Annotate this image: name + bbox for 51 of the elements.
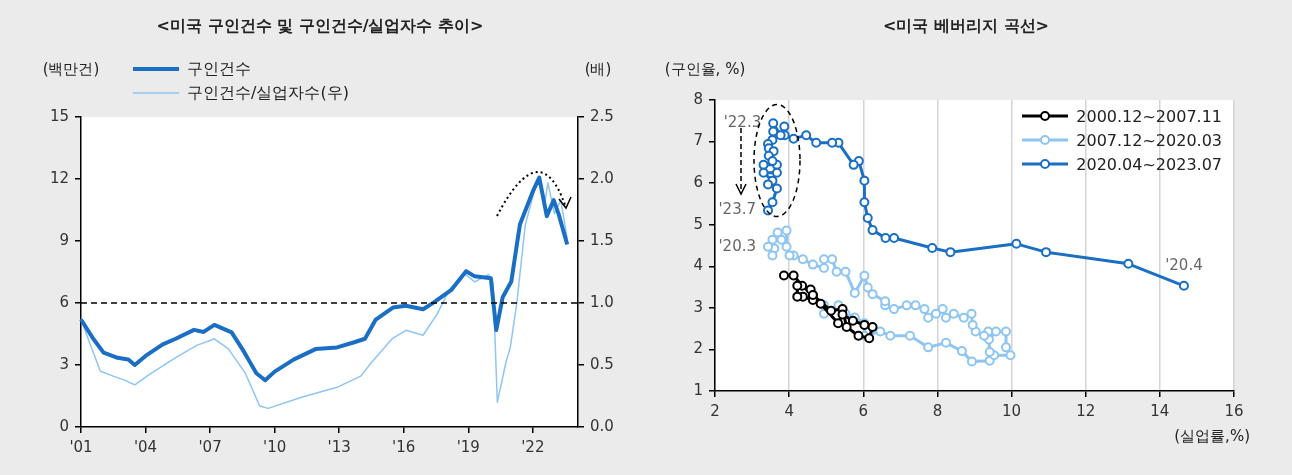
legend-label: 구인건수/실업자수(우) bbox=[187, 82, 349, 104]
chart-title: <미국 구인건수 및 구인건수/실업자수 추이> bbox=[155, 16, 485, 37]
annotation: '23.7 bbox=[718, 200, 757, 219]
x-tick-label: '19 bbox=[456, 437, 480, 456]
y-tick-label: 9 bbox=[59, 230, 69, 249]
y2-tick-label: 1.0 bbox=[590, 292, 614, 311]
y2-tick-label: 2.0 bbox=[590, 168, 614, 187]
y-tick-label: 3 bbox=[59, 354, 69, 373]
x-tick-label: '10 bbox=[263, 437, 287, 456]
y-tick-label: 2 bbox=[693, 339, 703, 358]
y2-tick-label: 2.5 bbox=[590, 106, 614, 125]
y-axis-title: (백만건) bbox=[41, 60, 101, 79]
legend-label: 2000.12~2007.11 bbox=[1076, 106, 1222, 126]
x-tick-label: 16 bbox=[1224, 401, 1244, 420]
y-tick-label: 4 bbox=[693, 256, 703, 275]
x-tick-label: 8 bbox=[932, 401, 943, 420]
annotation: '20.4 bbox=[1165, 256, 1203, 275]
annotation: '20.3 bbox=[718, 236, 757, 255]
y-tick-label: 5 bbox=[693, 214, 703, 233]
y-axis-title: (구인율, %) bbox=[663, 60, 747, 79]
x-tick-label: '22 bbox=[521, 437, 545, 456]
x-tick-label: 14 bbox=[1150, 401, 1170, 420]
y2-tick-label: 1.5 bbox=[590, 230, 614, 249]
legend-label: 2020.04~2023.07 bbox=[1076, 154, 1222, 174]
x-tick-label: '07 bbox=[198, 437, 222, 456]
legend-label: 2007.12~2020.03 bbox=[1076, 130, 1222, 150]
y2-axis-title: (배) bbox=[583, 60, 613, 79]
y-tick-label: 3 bbox=[693, 297, 703, 316]
x-axis-title: (실업률,%) bbox=[1174, 427, 1250, 446]
annotation: '22.3 bbox=[723, 113, 762, 132]
y-tick-label: 12 bbox=[49, 168, 69, 187]
y2-tick-label: 0.0 bbox=[590, 416, 614, 435]
x-tick-label: 10 bbox=[1002, 401, 1022, 420]
y-tick-label: 6 bbox=[59, 292, 69, 311]
y-tick-label: 6 bbox=[693, 173, 703, 192]
y-tick-label: 15 bbox=[49, 106, 69, 125]
y-tick-label: 0 bbox=[59, 416, 69, 435]
chart-title: <미국 베버리지 곡선> bbox=[882, 16, 1050, 37]
x-tick-label: 6 bbox=[858, 401, 869, 420]
x-tick-label: 12 bbox=[1076, 401, 1096, 420]
x-tick-label: '13 bbox=[327, 437, 351, 456]
y2-tick-label: 0.5 bbox=[590, 354, 614, 373]
x-tick-label: 2 bbox=[710, 401, 720, 420]
x-tick-label: '04 bbox=[133, 437, 158, 456]
x-tick-label: '16 bbox=[392, 437, 416, 456]
legend-label: 구인건수 bbox=[187, 58, 251, 80]
y-tick-label: 1 bbox=[693, 380, 703, 399]
y-tick-label: 8 bbox=[693, 89, 703, 108]
y-tick-label: 7 bbox=[693, 131, 703, 150]
x-tick-label: '01 bbox=[69, 437, 93, 456]
x-tick-label: 4 bbox=[784, 401, 794, 420]
